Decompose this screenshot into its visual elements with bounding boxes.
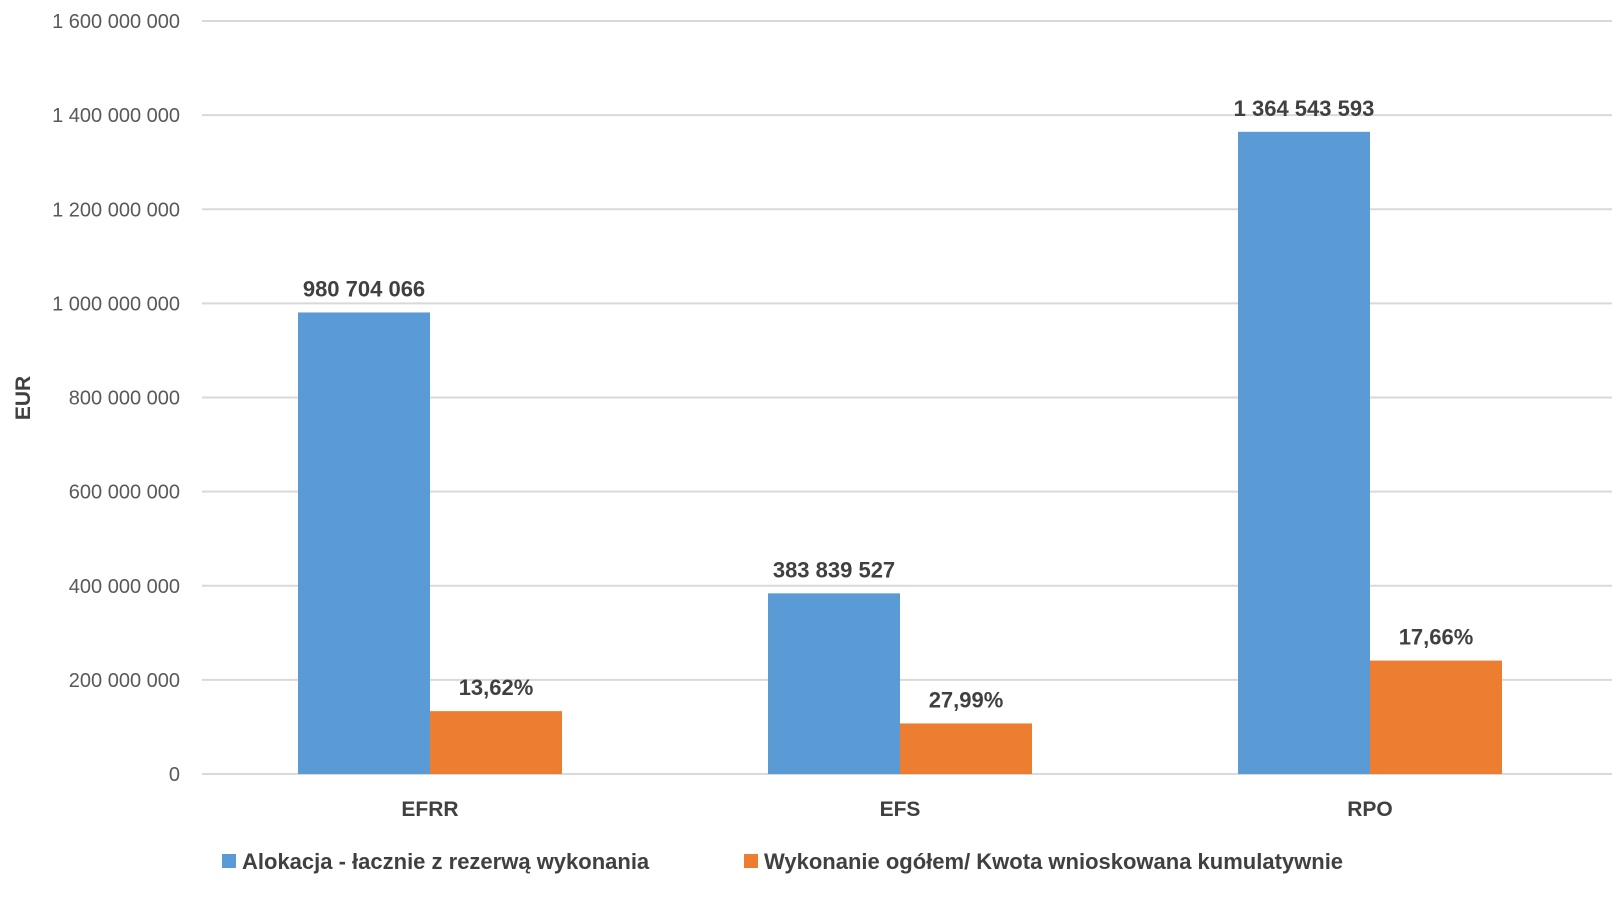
bar-rpo-series-1 — [1238, 131, 1370, 775]
legend-label-1: Alokacja - łacznie z rezerwą wykonania — [242, 849, 650, 874]
category-label-rpo: RPO — [1347, 798, 1393, 821]
bar-efrr-series-2 — [430, 711, 562, 774]
gridlines — [202, 20, 1612, 775]
y-tick-label: 1 400 000 000 — [52, 105, 180, 127]
data-label: 980 704 066 — [303, 276, 425, 301]
category-label-efs: EFS — [880, 798, 921, 821]
legend-label-2: Wykonanie ogółem/ Kwota wnioskowana kumu… — [764, 849, 1343, 874]
y-tick-label: 800 000 000 — [69, 388, 180, 410]
y-tick-label: 200 000 000 — [69, 670, 180, 692]
category-label-efrr: EFRR — [401, 798, 458, 821]
bar-efs-series-2 — [900, 723, 1032, 774]
x-axis-categories: EFRR EFS RPO — [401, 798, 1392, 821]
y-axis-title: EUR — [12, 376, 35, 420]
y-tick-label: 1 600 000 000 — [52, 11, 180, 33]
y-tick-label: 600 000 000 — [69, 482, 180, 504]
data-labels: 980 704 066 13,62% 383 839 527 27,99% 1 364 … — [303, 96, 1473, 713]
data-label: 383 839 527 — [773, 557, 895, 582]
bar-efrr-series-1 — [298, 312, 430, 774]
data-label: 1 364 543 593 — [1234, 96, 1375, 121]
y-tick-label: 1 200 000 000 — [52, 199, 180, 221]
legend-swatch-1 — [222, 854, 236, 868]
y-axis-ticks: 0 200 000 000 400 000 000 600 000 000 800 00… — [52, 11, 180, 786]
bars — [298, 131, 1502, 775]
data-label: 13,62% — [459, 675, 534, 700]
data-label: 27,99% — [929, 687, 1004, 712]
y-tick-label: 400 000 000 — [69, 576, 180, 598]
bar-rpo-series-2 — [1370, 660, 1502, 774]
y-tick-label: 0 — [169, 764, 180, 786]
data-label: 17,66% — [1399, 625, 1474, 650]
legend-swatch-2 — [744, 854, 758, 868]
bar-efs-series-1 — [768, 593, 900, 774]
y-tick-label: 1 000 000 000 — [52, 293, 180, 315]
legend: Alokacja - łacznie z rezerwą wykonania Wy… — [222, 849, 1343, 874]
